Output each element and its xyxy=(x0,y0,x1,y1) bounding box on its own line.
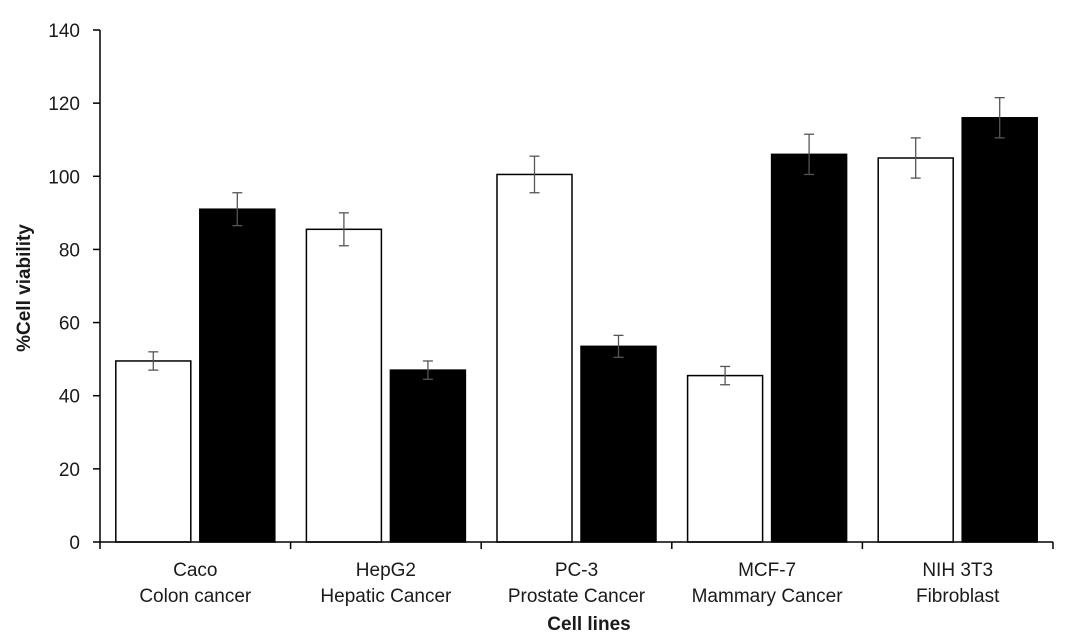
category-label-line1: NIH 3T3 xyxy=(922,560,993,581)
y-axis-title: %Cell viability xyxy=(14,224,35,352)
y-tick-label: 80 xyxy=(59,240,80,261)
y-tick-label: 140 xyxy=(48,21,80,42)
bar-series1 xyxy=(877,157,954,543)
error-bars-group xyxy=(148,97,1005,386)
x-axis-title: Cell lines xyxy=(547,614,630,635)
category-label-line2: Prostate Cancer xyxy=(508,586,646,607)
y-tick-label: 60 xyxy=(59,314,80,335)
bar-series1 xyxy=(305,228,383,543)
y-tick-label: 120 xyxy=(48,94,80,115)
x-ticks-group: Caco Colon cancer HepG2 Hepatic Cancer PC-3 P… xyxy=(99,542,1054,607)
y-ticks-group: 0 20 40 60 80 100 120 140 xyxy=(48,21,100,554)
bar-series2 xyxy=(961,117,1038,543)
bar-series2 xyxy=(770,153,848,543)
category-label-line2: Mammary Cancer xyxy=(692,586,844,607)
category-label-line1: Caco xyxy=(173,560,217,581)
bars-group xyxy=(115,117,1038,543)
y-tick-label: 20 xyxy=(59,460,80,481)
y-tick-label: 100 xyxy=(48,167,80,188)
bar-series1 xyxy=(686,374,764,543)
bar-series1 xyxy=(115,360,192,543)
y-tick-label: 0 xyxy=(69,533,80,554)
bar-series2 xyxy=(389,369,467,543)
y-tick-label: 40 xyxy=(59,387,80,408)
category-label-line2: Hepatic Cancer xyxy=(320,586,452,607)
bar-series2 xyxy=(199,208,276,543)
category-label-line1: MCF-7 xyxy=(738,560,796,581)
category-label-line1: HepG2 xyxy=(356,560,416,581)
category-label-line2: Colon cancer xyxy=(139,586,252,607)
category-label-line1: PC-3 xyxy=(555,560,598,581)
bar-series1 xyxy=(496,173,573,543)
bar-series2 xyxy=(580,345,657,543)
category-label-line2: Fibroblast xyxy=(916,586,1000,607)
